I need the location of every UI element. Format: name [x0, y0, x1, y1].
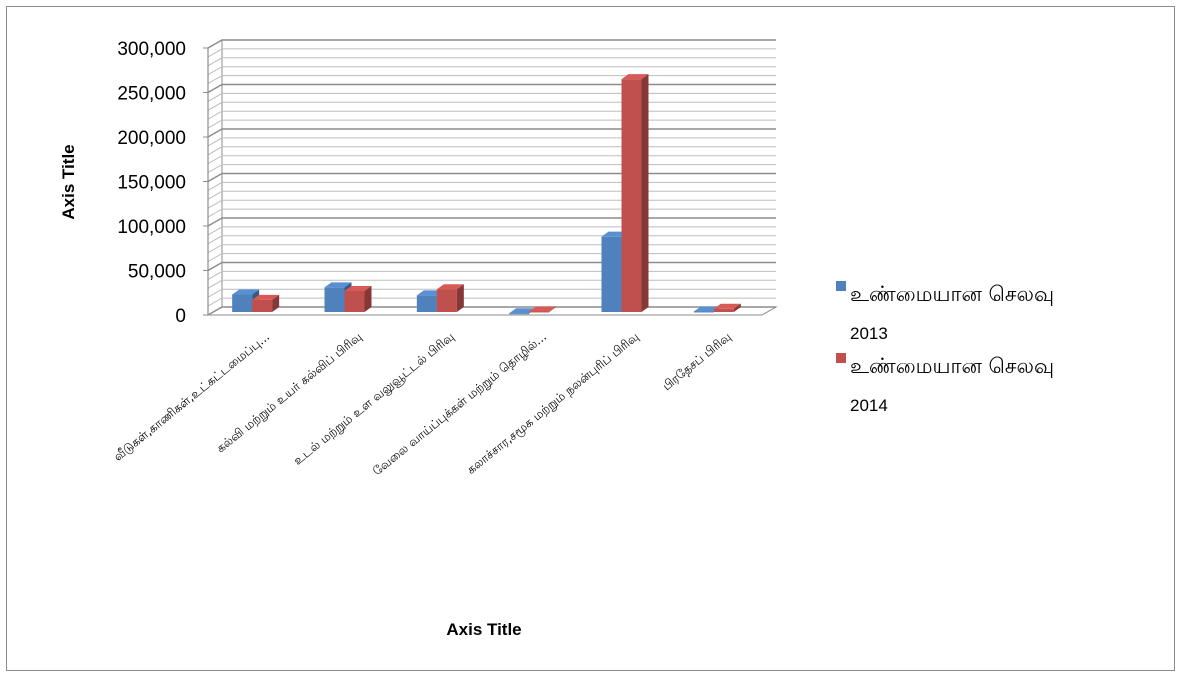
- gridline: [207, 137, 776, 147]
- x-tick-label: பிரதேசப் பிரிவு: [660, 329, 734, 393]
- legend-swatch: [836, 281, 846, 291]
- y-tick-label: 100,000: [117, 217, 186, 238]
- gridline: [207, 101, 776, 111]
- gridlines: [207, 39, 776, 316]
- bar-top: [529, 306, 557, 312]
- bar-2014: [713, 303, 741, 312]
- bar-2014: [436, 284, 464, 312]
- bar-top: [344, 285, 372, 291]
- gridline: [207, 226, 776, 236]
- bar-front: [344, 290, 365, 312]
- gridline: [207, 110, 776, 120]
- bar-2014: [621, 74, 649, 313]
- x-axis-title: Axis Title: [446, 620, 521, 639]
- bar-side: [733, 303, 741, 312]
- bar-2014: [529, 306, 557, 313]
- bar-front: [529, 311, 550, 313]
- floor: [206, 306, 778, 316]
- bar-front: [416, 295, 437, 312]
- bars-group: [232, 74, 741, 315]
- gridline: [207, 306, 776, 316]
- bar-front: [621, 79, 642, 313]
- legend-swatch: [836, 353, 846, 363]
- chart-frame: [6, 6, 1175, 671]
- gridline: [207, 83, 776, 94]
- gridline: [207, 39, 776, 49]
- y-tick-label: 200,000: [117, 128, 186, 149]
- bar-top: [436, 284, 464, 290]
- bar-top: [713, 303, 741, 309]
- gridline: [207, 146, 776, 156]
- bar-front: [713, 308, 734, 312]
- bar-side: [364, 285, 372, 312]
- bar-2014: [344, 285, 372, 312]
- x-tick-label: கலாச்சார,சமூக மற்றும் நலன்புரிப் பிரிவு: [464, 329, 642, 477]
- gridline: [207, 199, 776, 209]
- bar-front: [324, 287, 345, 312]
- bar-front: [252, 299, 273, 312]
- bar-top: [621, 74, 649, 80]
- gridline: [207, 119, 776, 129]
- bar-side: [549, 306, 557, 312]
- bar-2014: [252, 294, 280, 312]
- gridline: [207, 217, 776, 227]
- gridline: [207, 279, 776, 289]
- gridline: [207, 172, 776, 183]
- gridline: [207, 75, 776, 85]
- gridline: [207, 57, 776, 67]
- x-tick-label: வீடுகள்,காணிகள்,உட்கட்டமைப்பு...: [111, 329, 272, 463]
- bar-front: [693, 311, 714, 313]
- x-tick-label: உடல் மற்றும் உள வலுவூட்டல் பிரிவு: [291, 329, 458, 468]
- gridline: [207, 66, 776, 76]
- legend-label: உண்மையான செலவு: [850, 354, 1054, 378]
- gridline: [207, 244, 776, 254]
- gridline: [207, 261, 776, 272]
- bar-top: [324, 282, 352, 288]
- gridline: [207, 92, 776, 102]
- legend-label: உண்மையான செலவு: [850, 282, 1054, 306]
- bar-side: [272, 294, 280, 312]
- gridline: [207, 128, 776, 138]
- bar-top: [232, 289, 260, 295]
- x-tick-label: கல்வி மற்றும் உயர் கல்விப் பிரிவு: [214, 329, 365, 456]
- chart-walls: [206, 39, 778, 316]
- gridline: [207, 181, 776, 191]
- bar-top: [252, 294, 280, 300]
- bar-front: [436, 289, 457, 312]
- gridline: [207, 270, 776, 280]
- gridline: [207, 297, 776, 307]
- y-tick-labels: 0 50,000 100,000 150,000 200,000 250,000 300,0…: [117, 39, 208, 327]
- gridline: [207, 208, 776, 218]
- y-tick-label: 0: [175, 306, 186, 327]
- bar-front: [509, 313, 530, 315]
- bar-front: [232, 294, 253, 312]
- gridline: [207, 190, 776, 200]
- x-tick-labels: வீடுகள்,காணிகள்,உட்கட்டமைப்பு...கல்வி மற…: [111, 329, 734, 478]
- bar-side: [456, 284, 464, 312]
- bar-side: [641, 74, 649, 313]
- legend-label-year: 2013: [850, 324, 888, 343]
- y-tick-label: 250,000: [117, 84, 186, 105]
- gridline: [207, 288, 776, 298]
- gridline: [207, 164, 776, 174]
- x-tick-label: வேலை வாய்ப்புக்கள் மற்றும் தொழில்...: [370, 329, 550, 478]
- y-axis-title: Axis Title: [59, 144, 78, 219]
- y-tick-label: 50,000: [128, 262, 186, 283]
- gridline: [207, 155, 776, 165]
- gridline: [207, 48, 776, 58]
- y-tick-label: 300,000: [117, 39, 186, 60]
- bar-front: [601, 236, 622, 312]
- legend-label-year: 2014: [850, 396, 888, 415]
- legend: உண்மையான செலவு 2013 உண்மையான செலவு 2014: [836, 281, 1054, 415]
- gridline: [207, 235, 776, 245]
- y-tick-label: 150,000: [117, 173, 186, 194]
- gridline: [207, 253, 776, 263]
